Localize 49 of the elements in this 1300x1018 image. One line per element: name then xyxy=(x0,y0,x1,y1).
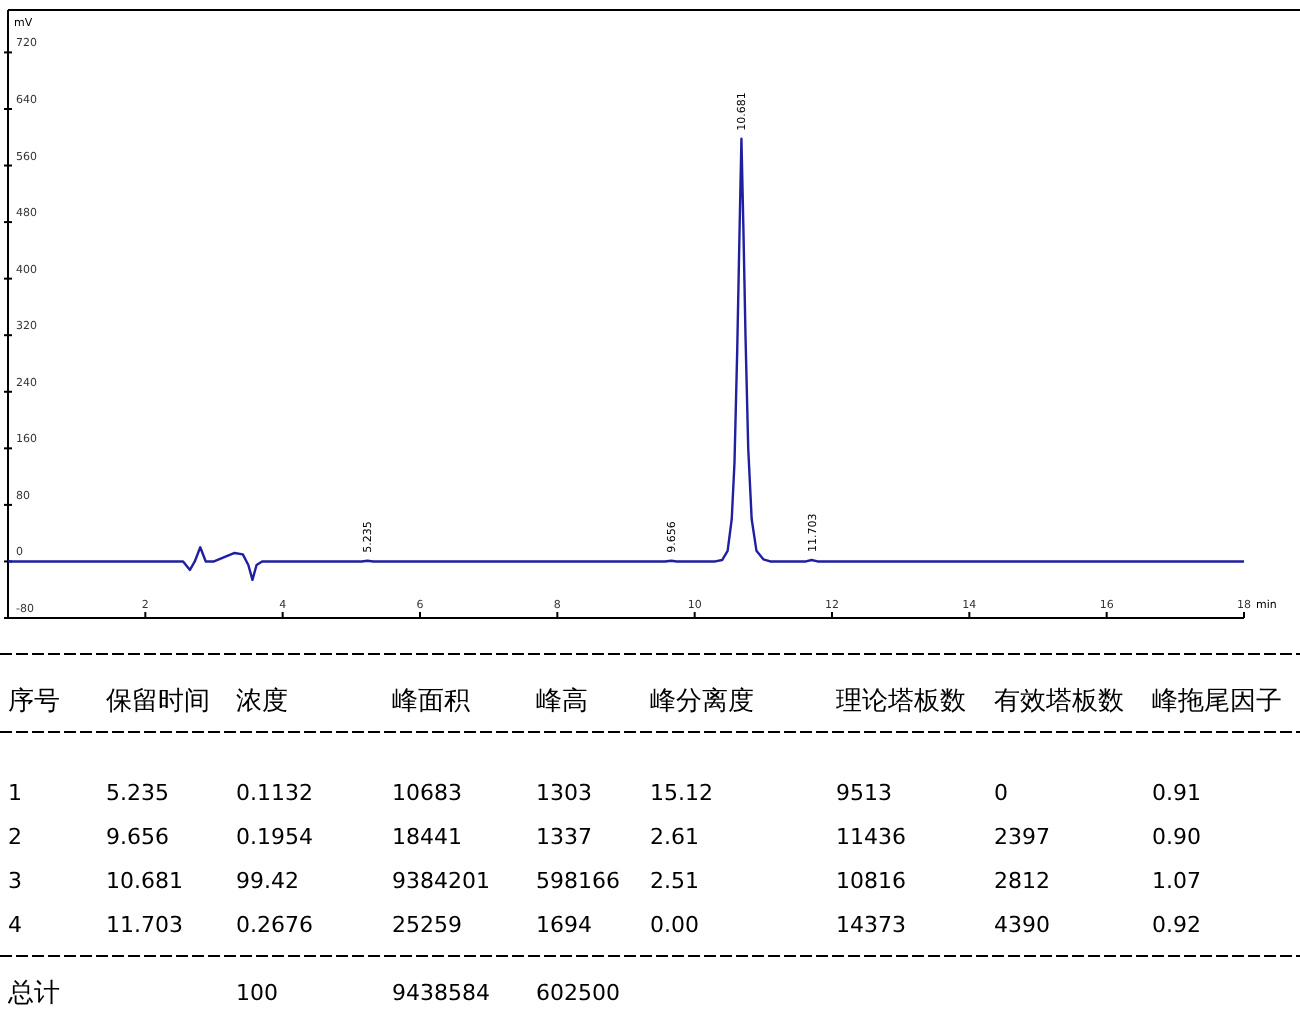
text: 总计 xyxy=(6,979,60,1010)
text: 0.00 xyxy=(650,911,699,938)
text: 100 xyxy=(236,979,278,1006)
text: 15.12 xyxy=(650,779,713,806)
text: 浓度 xyxy=(236,685,288,718)
text: 序号 xyxy=(8,685,60,718)
text: 99.42 xyxy=(236,867,299,894)
text: 18441 xyxy=(392,823,462,850)
text: 25259 xyxy=(392,911,462,938)
text: 2 xyxy=(8,823,22,850)
text: 602500 xyxy=(536,979,620,1006)
text: 598166 xyxy=(536,867,620,894)
text: 5.235 xyxy=(106,779,169,806)
text: 0 xyxy=(994,779,1008,806)
text: 4390 xyxy=(994,911,1050,938)
text: 9513 xyxy=(836,779,892,806)
text: 4 xyxy=(8,911,22,938)
text: 1.07 xyxy=(1152,867,1201,894)
text: 2.51 xyxy=(650,867,699,894)
text: 14373 xyxy=(836,911,906,938)
text: 2812 xyxy=(994,867,1050,894)
text: 10.681 xyxy=(106,867,183,894)
text: 1337 xyxy=(536,823,592,850)
text: 1303 xyxy=(536,779,592,806)
text: 0.1954 xyxy=(236,823,313,850)
text: 2.61 xyxy=(650,823,699,850)
text: 有效塔板数 xyxy=(994,687,1124,718)
text: 峰面积 xyxy=(392,687,470,718)
text: 11436 xyxy=(836,823,906,850)
text: 峰拖尾因子 xyxy=(1152,687,1282,718)
text: 1 xyxy=(8,779,22,806)
text: 9.656 xyxy=(106,823,169,850)
text: 11.703 xyxy=(106,911,183,938)
text: 1694 xyxy=(536,911,592,938)
text: 2397 xyxy=(994,823,1050,850)
text: 0.1132 xyxy=(236,779,313,806)
text: 0.2676 xyxy=(236,911,313,938)
text: 10816 xyxy=(836,867,906,894)
text: 9384201 xyxy=(392,867,490,894)
text: 保留时间 xyxy=(106,687,210,718)
text: 理论塔板数 xyxy=(836,687,966,718)
text: 0.90 xyxy=(1152,823,1201,850)
text: 峰高 xyxy=(536,685,588,718)
text: 10683 xyxy=(392,779,462,806)
text: 峰分离度 xyxy=(650,685,754,718)
text: 0.91 xyxy=(1152,779,1201,806)
text: 3 xyxy=(8,867,22,894)
text: 0.92 xyxy=(1152,911,1201,938)
text: 9438584 xyxy=(392,979,490,1006)
